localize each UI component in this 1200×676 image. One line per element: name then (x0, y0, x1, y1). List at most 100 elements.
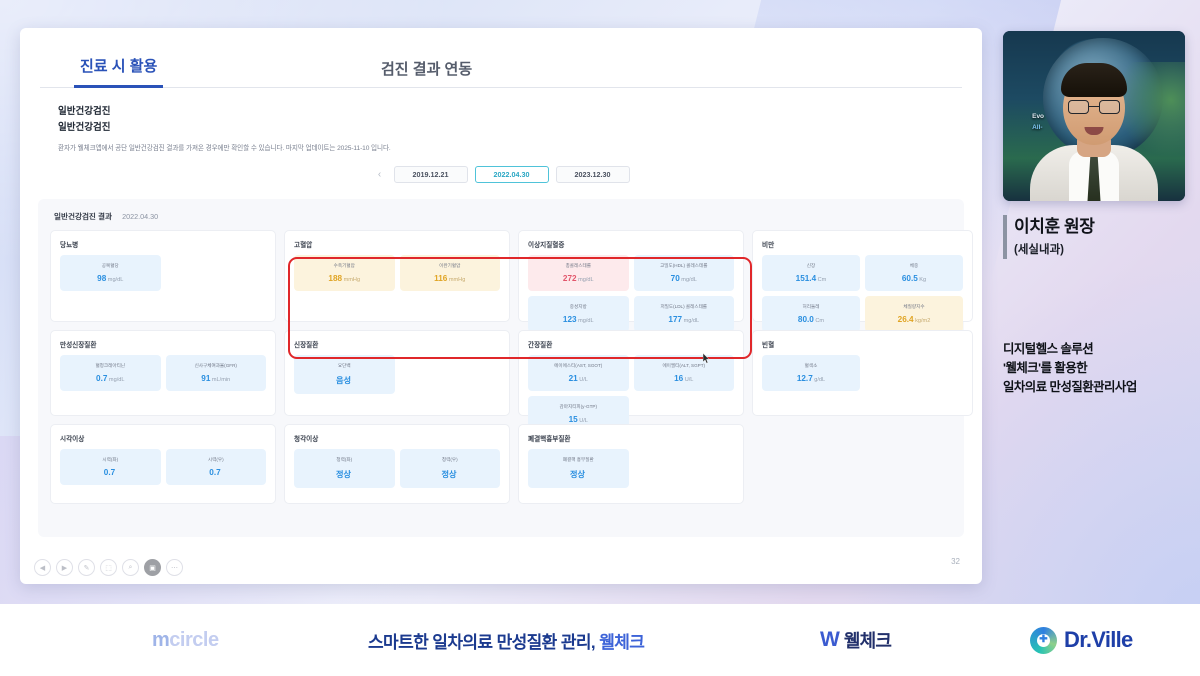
session-title-line-3: 일차의료 만성질환관리사업 (1003, 380, 1137, 394)
metric-value-row: 272 mg/dL (531, 274, 626, 283)
metric-tile: 수축기혈압 188 mmHg (294, 255, 395, 291)
presenter-video-tile[interactable]: Evo All- (1003, 31, 1185, 201)
metric-label: 시력(좌) (102, 457, 119, 462)
metric-tile: 혈청크레아티닌 0.7 mg/dL (60, 355, 161, 391)
more-options-icon[interactable]: ⋯ (166, 559, 183, 576)
metric-value: 188 (328, 274, 343, 283)
metric-unit: Cm (817, 277, 827, 283)
date-chip-2[interactable]: 2023.12.30 (555, 166, 630, 183)
mouse-cursor-icon (703, 353, 710, 364)
result-card: 고혈압 수축기혈압 188 mmHg 이완기혈압 116 mmHg (284, 230, 510, 322)
search-icon[interactable]: ⌕ (122, 559, 139, 576)
metric-placeholder (634, 449, 735, 488)
metric-value: 음성 (335, 376, 352, 385)
results-panel-title: 일반건강검진 결과 2022.04.30 (54, 211, 952, 222)
presenter-figure (1030, 63, 1158, 201)
result-card: 당뇨병 공복혈당 98 mg/dL (50, 230, 276, 322)
metric-value-row: 16 U/L (637, 374, 732, 383)
glasses-icon (1068, 100, 1120, 115)
metric-label: 에이에스티(AST, SGOT) (554, 363, 603, 368)
result-card-title: 비만 (762, 242, 775, 249)
metric-label: 중성지방 (569, 304, 587, 309)
presenter-hair (1061, 63, 1127, 97)
metric-label: 시력(우) (207, 457, 224, 462)
video-bg-foliage (1115, 61, 1185, 157)
metric-unit: mmHg (448, 277, 466, 283)
drville-logo-mark: ✚ (1030, 626, 1057, 654)
wellcheck-logo: W 웰체크 (820, 627, 892, 653)
metric-label: 이완기혈압 (439, 263, 461, 268)
metric-unit: mg/dL (108, 377, 125, 383)
pen-icon[interactable]: ✎ (78, 559, 95, 576)
date-chip-0[interactable]: 2019.12.21 (393, 166, 468, 183)
result-card-title: 청각이상 (294, 436, 319, 443)
metric-unit: mg/dL (107, 277, 124, 283)
metric-tile: 혈색소 12.7 g/dL (762, 355, 860, 391)
presenter-org: (세실내과) (1014, 244, 1064, 256)
presenter-tie (1087, 155, 1101, 201)
metric-label: 신사구체여과율(GFR) (194, 363, 237, 368)
video-overlay-text: Evo All- (1032, 111, 1044, 133)
result-card-grid: 당뇨병 공복혈당 98 mg/dL 고혈압 수축기혈압 188 mmHg 이완기혈압 116 mmH… (50, 230, 973, 504)
metric-label: 체중 (909, 263, 919, 268)
results-panel-label: 일반건강검진 결과 (54, 212, 112, 221)
metric-label: 저밀도(LDL) 콜레스테롤 (660, 304, 708, 309)
date-chip-1[interactable]: 2022.04.30 (474, 166, 549, 183)
metric-value: 116 (434, 274, 448, 283)
metric-value-row: 12.7 g/dL (765, 374, 857, 383)
metric-tile: 시력(우) 0.7 (165, 449, 266, 485)
metric-value: 123 (562, 315, 577, 324)
metric-value-row: 98 mg/dL (63, 274, 158, 283)
metric-value: 70 (670, 274, 680, 283)
camera-icon[interactable]: ▣ (144, 559, 161, 576)
tab-screening-results[interactable]: 검진 결과 연동 (381, 61, 473, 78)
session-title-line-1: 디지털헬스 솔루션 (1003, 342, 1094, 356)
metric-label: 수축기혈압 (333, 263, 355, 268)
metric-value: 91 (201, 374, 211, 383)
metric-value: 정상 (335, 470, 352, 479)
metric-label: 폐결핵 흉부질환 (562, 457, 594, 462)
metric-value: 15 (568, 415, 578, 424)
metric-value-row: 정상 (403, 468, 498, 480)
metric-value-row: 음성 (297, 374, 392, 386)
footer-tagline-accent: 웰체크 (599, 632, 645, 652)
metric-value: 60.5 (901, 274, 918, 283)
video-overlay-line2: All- (1032, 123, 1043, 131)
metric-value-row: 정상 (531, 468, 626, 480)
metric-tile: 공복혈당 98 mg/dL (60, 255, 161, 291)
play-button[interactable]: ▶ (56, 559, 73, 576)
section-title-2: 일반건강검진 (58, 122, 111, 133)
metric-unit: mg/dL (578, 318, 594, 324)
metric-label: 총콜레스테롤 (565, 263, 591, 268)
metric-label: 체질량지수 (903, 304, 925, 309)
metric-label: 요단백 (337, 363, 351, 368)
metric-label: 청력(우) (441, 457, 458, 462)
result-card: 시각이상 시력(좌) 0.7 시력(우) 0.7 (50, 424, 276, 504)
footer-bar: mcircle 스마트한 일차의료 만성질환 관리, 웰체크 W 웰체크 ✚ D… (0, 604, 1200, 676)
metric-group: 청력(좌) 정상 청력(우) 정상 (294, 449, 500, 488)
metric-tile: 청력(좌) 정상 (294, 449, 395, 488)
section-description: 환자가 웰체크앱에서 공단 일반건강검진 결과를 가져온 경우에만 확인할 수 … (58, 145, 391, 152)
prev-slide-button[interactable]: ◀ (34, 559, 51, 576)
metric-label: 공복혈당 (101, 263, 119, 268)
metric-tile: 신장 151.4 Cm (762, 255, 860, 291)
metric-tile: 시력(좌) 0.7 (60, 449, 161, 485)
result-card-title: 폐결핵흉부질환 (528, 436, 571, 443)
presenter-name-block: 이치훈 원장 (세실내과) (1003, 212, 1193, 259)
metric-unit: mg/dL (683, 318, 700, 324)
metric-label: 고밀도(HDL) 콜레스테롤 (660, 263, 708, 268)
video-overlay-line1: Evo (1032, 112, 1045, 120)
tab-clinical-use[interactable]: 진료 시 활용 (74, 55, 164, 88)
metric-value: 16 (674, 374, 684, 383)
prev-arrow-icon[interactable]: ‹ (377, 169, 382, 180)
metric-value-row: 91 mL/min (169, 374, 264, 383)
metric-tile: 고밀도(HDL) 콜레스테롤 70 mg/dL (633, 255, 734, 291)
eraser-icon[interactable]: ⬚ (100, 559, 117, 576)
metric-value-row: 116 mmHg (403, 274, 498, 283)
drville-cross-icon: ✚ (1037, 633, 1050, 647)
metric-value: 0.7 (209, 468, 221, 477)
metric-value: 151.4 (795, 274, 817, 283)
footer-tagline: 스마트한 일차의료 만성질환 관리, 웰체크 (368, 628, 645, 653)
metric-tile: 총콜레스테롤 272 mg/dL (528, 255, 629, 291)
metric-unit: Kg (919, 277, 927, 283)
